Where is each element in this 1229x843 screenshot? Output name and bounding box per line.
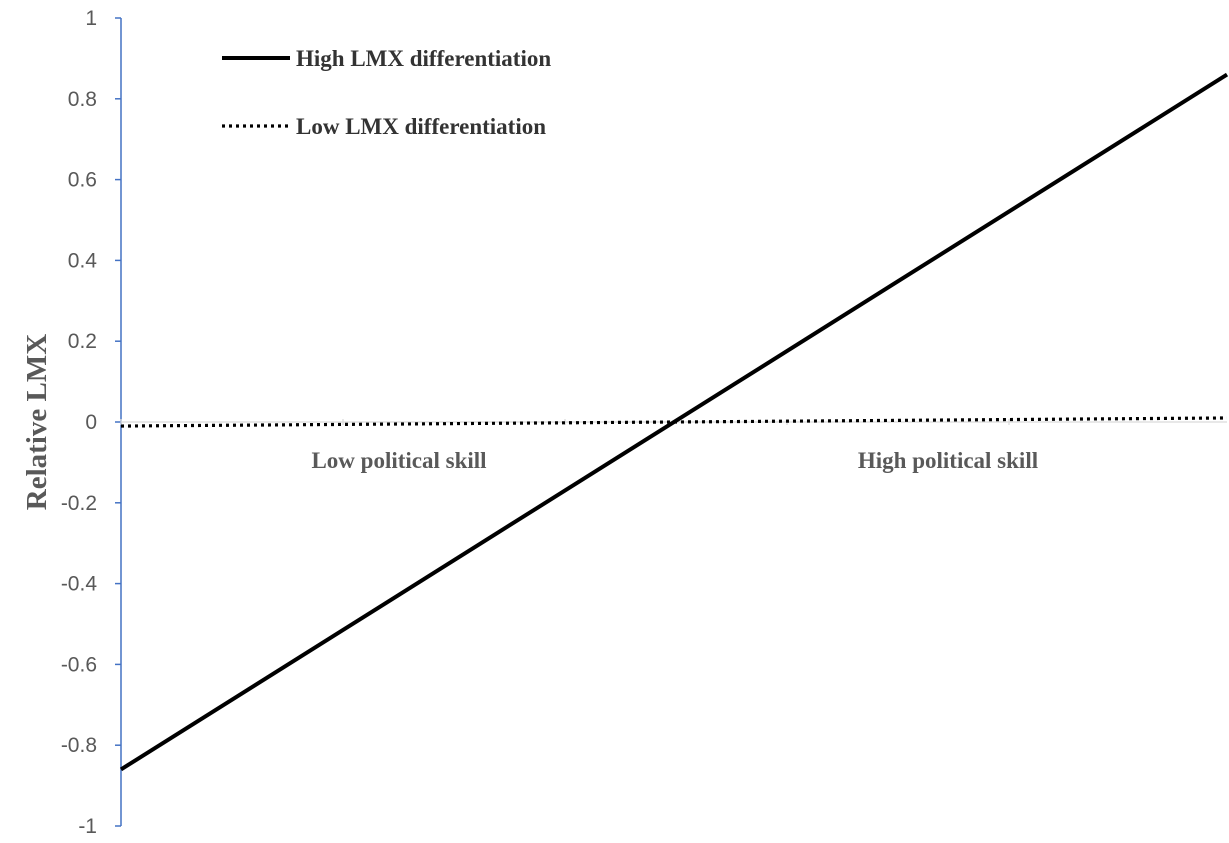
y-tick-label: -0.8 [61, 734, 97, 757]
y-tick-label: 0.2 [68, 330, 97, 353]
category-label: High political skill [858, 448, 1038, 473]
y-tick-label: 0 [85, 411, 97, 434]
y-tick-label: 1 [85, 7, 97, 30]
y-tick-label: -0.6 [61, 653, 97, 676]
series-line-low-lmx-differentiation [120, 416, 1228, 428]
y-axis-title: Relative LMX [21, 334, 53, 510]
y-tick-label: -0.4 [61, 573, 98, 596]
y-tick-label: -1 [78, 815, 97, 838]
legend-label: High LMX differentiation [296, 46, 551, 71]
legend-label: Low LMX differentiation [296, 114, 546, 139]
series-layer [119, 72, 1229, 772]
legend: High LMX differentiation Low LMX differen… [222, 46, 551, 139]
label-layer: Relative LMX Low political skill High poli… [21, 334, 1038, 510]
category-label: Low political skill [311, 448, 486, 473]
y-tick-label: 0.6 [68, 169, 97, 192]
axis-layer: 1 0.8 0.6 0.4 0.2 0 -0.2 -0.4 -0.6 -0.8 -1 [61, 7, 1227, 838]
y-tick-label: -0.2 [61, 492, 97, 515]
y-tick-label: 0.8 [68, 88, 97, 111]
y-tick-label: 0.4 [68, 249, 98, 272]
